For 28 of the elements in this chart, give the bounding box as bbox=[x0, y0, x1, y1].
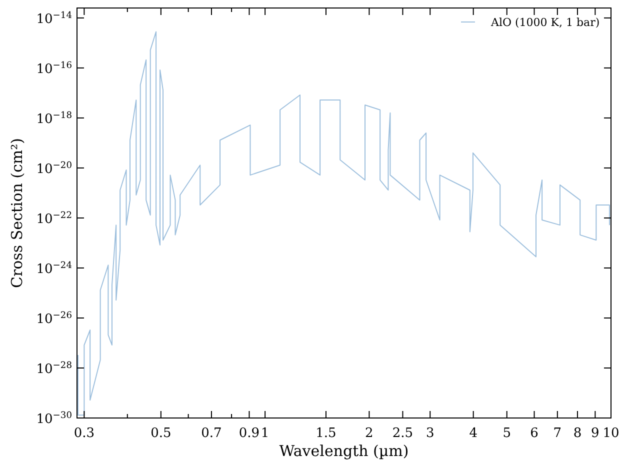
x-tick-label: 4 bbox=[469, 426, 478, 441]
y-tick-label: 10$^{−14}$ bbox=[36, 10, 72, 27]
x-tick-label: 7 bbox=[553, 426, 562, 441]
y-tick-label: 10$^{−22}$ bbox=[36, 210, 72, 227]
x-tick-label: 0.7 bbox=[201, 426, 222, 441]
x-tick-label: 9 bbox=[591, 426, 600, 441]
x-tick-label: 8 bbox=[573, 426, 582, 441]
x-tick-label: 2.5 bbox=[392, 426, 414, 441]
x-tick-label: 1 bbox=[260, 426, 270, 441]
y-tick-label: 10$^{−18}$ bbox=[36, 110, 72, 127]
x-tick-label: 1.5 bbox=[316, 426, 336, 441]
x-axis-title: Wavelength (µm) bbox=[279, 442, 409, 460]
x-tick-label: 6 bbox=[530, 426, 538, 441]
x-tick-label: 0.9 bbox=[238, 426, 260, 441]
x-tick-label: 2 bbox=[365, 426, 374, 441]
y-tick-label: 10$^{−24}$ bbox=[36, 260, 72, 277]
x-tick-label: 0.3 bbox=[74, 426, 95, 441]
y-tick-label: 10$^{−28}$ bbox=[36, 360, 72, 377]
y-tick-label: 10$^{−26}$ bbox=[36, 310, 72, 327]
y-tick-label: 10$^{−30}$ bbox=[36, 411, 72, 427]
x-tick-label: 0.5 bbox=[150, 426, 172, 441]
y-axis-title: Cross Section (cm²) bbox=[8, 138, 26, 288]
x-tick-label: 5 bbox=[502, 426, 512, 441]
x-tick-label: 3 bbox=[426, 426, 434, 441]
legend-label: AlO (1000 K, 1 bar) bbox=[490, 16, 600, 29]
y-tick-label: 10$^{−20}$ bbox=[36, 160, 72, 177]
y-tick-label: 10$^{−16}$ bbox=[36, 60, 72, 77]
x-tick-label: 10 bbox=[602, 426, 620, 441]
